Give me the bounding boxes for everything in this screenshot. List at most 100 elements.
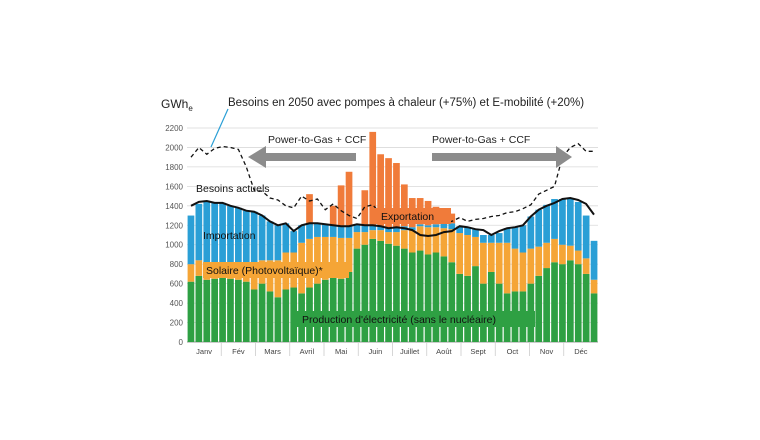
bar-production-d-electricite — [282, 289, 290, 342]
label-importation: Importation — [203, 230, 256, 242]
label-exportation: Exportation — [381, 211, 434, 223]
exportation-label-bg — [373, 208, 451, 224]
bar-solaire-photovoltaique — [195, 260, 203, 276]
bar-production-d-electricite — [353, 248, 361, 342]
bar-production-d-electricite — [195, 275, 203, 342]
bar-solaire-photovoltaique — [448, 229, 456, 263]
y-tick-label: 1600 — [165, 182, 183, 191]
bar-solaire-photovoltaique — [511, 248, 519, 292]
bar-importation — [195, 203, 203, 261]
left-arrow — [248, 146, 356, 168]
bar-solaire-photovoltaique — [377, 230, 384, 241]
bar-production-d-electricite — [566, 260, 574, 342]
month-label: Janv — [196, 347, 212, 356]
bar-importation — [590, 240, 598, 280]
bar-importation — [503, 228, 511, 243]
bar-importation — [227, 205, 234, 265]
bar-production-d-electricite — [258, 283, 266, 342]
bar-solaire-photovoltaique — [353, 232, 361, 249]
chart-title: Besoins en 2050 avec pompes à chaleur (+… — [228, 97, 584, 109]
bar-solaire-photovoltaique — [456, 233, 464, 274]
bar-solaire-photovoltaique — [487, 242, 495, 272]
bar-importation — [472, 229, 479, 237]
bar-exportation — [306, 194, 313, 224]
bar-production-d-electricite — [377, 240, 384, 342]
bar-production-d-electricite — [448, 262, 456, 342]
bar-production-d-electricite — [345, 271, 353, 342]
bar-production-d-electricite — [401, 248, 408, 342]
y-tick-label: 400 — [170, 299, 184, 308]
bar-importation — [574, 201, 582, 251]
bar-exportation — [369, 131, 377, 226]
bar-production-d-electricite — [472, 266, 479, 342]
bar-solaire-photovoltaique — [472, 236, 479, 267]
bar-production-d-electricite — [582, 273, 590, 342]
bar-production-d-electricite — [416, 250, 424, 342]
bar-solaire-photovoltaique — [321, 236, 329, 280]
bar-solaire-photovoltaique — [187, 264, 195, 282]
y-axis-ticks: 0 200 400 600 800 1000 1200 1400 1600 1800 2000 220… — [165, 124, 183, 347]
bar-importation — [559, 199, 566, 245]
bar-importation — [480, 235, 487, 243]
bar-importation — [258, 215, 266, 261]
bar-production-d-electricite — [290, 287, 298, 342]
y-tick-label: 800 — [170, 260, 184, 269]
bar-importation — [314, 223, 321, 237]
bar-solaire-photovoltaique — [480, 242, 487, 284]
bar-production-d-electricite — [464, 275, 471, 342]
bar-production-d-electricite — [321, 279, 329, 342]
bar-production-d-electricite — [187, 281, 195, 342]
bar-solaire-photovoltaique — [314, 236, 321, 284]
bar-importation — [448, 223, 456, 230]
label-production: Production d'électricité (sans le nucléa… — [302, 314, 496, 326]
bar-importation — [487, 235, 495, 243]
bar-solaire-photovoltaique — [574, 250, 582, 265]
bar-solaire-photovoltaique — [329, 236, 337, 278]
bar-production-d-electricite — [385, 243, 392, 342]
bar-production-d-electricite — [369, 238, 377, 342]
bar-importation — [543, 204, 550, 243]
bar-solaire-photovoltaique — [527, 248, 535, 284]
bar-solaire-photovoltaique — [440, 228, 448, 257]
bar-production-d-electricite — [274, 297, 282, 342]
bar-importation — [495, 233, 503, 243]
bar-solaire-photovoltaique — [385, 232, 392, 244]
bar-importation — [282, 223, 290, 253]
bar-importation — [566, 198, 574, 246]
bar-importation — [290, 231, 298, 253]
y-tick-label: 600 — [170, 280, 184, 289]
y-axis-label: GWhe — [161, 97, 193, 113]
y-tick-label: 200 — [170, 319, 184, 328]
label-besoins-actuels: Besoins actuels — [196, 183, 270, 195]
y-tick-label: 2200 — [165, 124, 183, 133]
bar-production-d-electricite — [227, 278, 234, 342]
y-tick-label: 1400 — [165, 202, 183, 211]
bar-importation — [242, 210, 250, 267]
bar-solaire-photovoltaique — [393, 232, 400, 246]
bar-importation — [219, 202, 226, 263]
bar-solaire-photovoltaique — [590, 279, 598, 294]
month-separators — [220, 342, 565, 356]
bar-importation — [306, 223, 313, 239]
bar-solaire-photovoltaique — [424, 227, 432, 255]
bar-production-d-electricite — [211, 278, 219, 342]
bar-solaire-photovoltaique — [503, 242, 511, 294]
month-label: Juillet — [400, 347, 420, 356]
bar-production-d-electricite — [543, 268, 550, 342]
bar-solaire-photovoltaique — [559, 244, 566, 265]
right-arrow — [432, 146, 572, 168]
bar-importation — [369, 225, 377, 231]
bar-importation — [187, 215, 195, 265]
bar-exportation — [448, 213, 456, 224]
month-label: Mai — [335, 347, 347, 356]
bar-production-d-electricite — [424, 254, 432, 342]
line-besoins-actuels — [190, 196, 595, 238]
bar-importation — [266, 221, 274, 261]
bar-importation — [432, 224, 440, 228]
bar-solaire-photovoltaique — [535, 246, 543, 276]
bar-importation — [353, 224, 361, 233]
bar-exportation — [401, 184, 408, 227]
bar-importation — [519, 225, 527, 253]
bar-production-d-electricite — [329, 277, 337, 342]
